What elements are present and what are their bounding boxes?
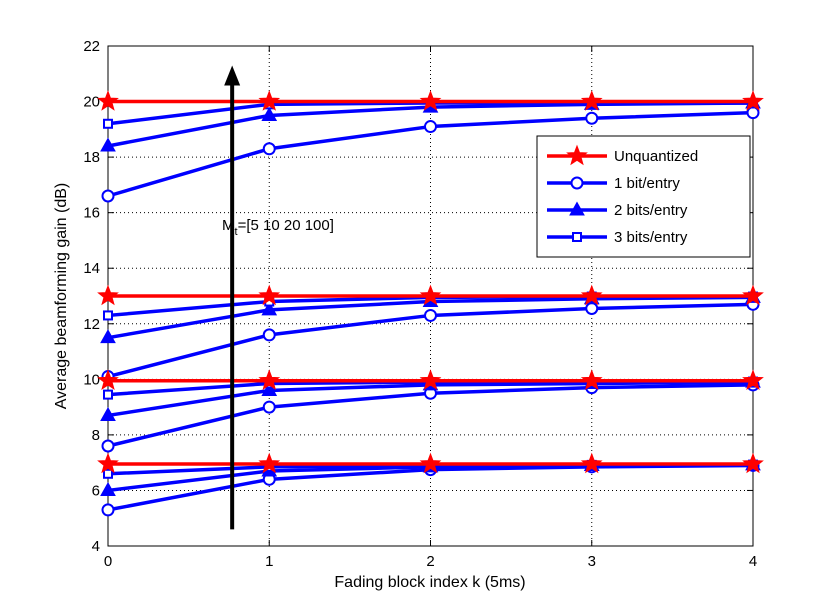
data-point-unquantized-mt100 — [97, 90, 119, 111]
legend-item: Unquantized — [547, 144, 698, 166]
data-point-unquantized-mt5 — [742, 452, 764, 474]
mt-arrow-head — [224, 65, 241, 86]
mt-annotation-main: M — [222, 217, 235, 234]
legend: Unquantized 1 bit/entry 2 bits/entry 3 bits… — [536, 135, 751, 258]
legend-marker — [570, 176, 584, 190]
data-point-unquantized-mt5 — [419, 452, 442, 474]
legend-label: 3 bits/entry — [614, 229, 688, 246]
data-point-unquantized-mt10 — [258, 369, 281, 390]
data-point-unquantized-mt5 — [580, 452, 603, 474]
data-point-unquantized-mt5 — [258, 452, 281, 474]
data-point-1-bit-entry-mt100 — [262, 142, 276, 156]
data-point-unquantized-mt5 — [97, 452, 119, 474]
legend-label: 1 bit/entry — [614, 175, 680, 192]
data-point-2-bits-entry-mt10 — [100, 406, 116, 421]
data-point-1-bit-entry-mt100 — [424, 120, 437, 134]
mt-annotation-label: Mt=[5 10 20 100] — [222, 217, 334, 238]
y-tick-label: 22 — [83, 38, 100, 55]
data-point-1-bit-entry-mt10 — [101, 439, 115, 453]
data-point-unquantized-mt10 — [97, 369, 119, 390]
data-point-3-bits-entry-mt5 — [103, 468, 113, 479]
legend-item: 1 bit/entry — [547, 175, 680, 192]
x-tick-label: 1 — [265, 553, 273, 570]
data-series — [97, 90, 764, 517]
data-point-2-bits-entry-mt5 — [100, 481, 116, 496]
data-point-unquantized-mt100 — [258, 90, 281, 111]
legend-label: 2 bits/entry — [614, 202, 688, 219]
y-tick-label: 16 — [83, 205, 100, 222]
y-tick-label: 12 — [83, 316, 100, 333]
data-point-1-bit-entry-mt5 — [101, 503, 115, 517]
y-tick-label: 20 — [83, 94, 100, 111]
data-point-1-bit-entry-mt100 — [585, 111, 599, 125]
data-point-unquantized-mt20 — [97, 284, 119, 306]
y-tick-label: 10 — [83, 371, 100, 388]
data-point-2-bits-entry-mt20 — [261, 301, 278, 316]
data-point-2-bits-entry-mt20 — [100, 329, 116, 344]
data-point-1-bit-entry-mt10 — [262, 400, 276, 414]
legend-marker — [569, 201, 585, 216]
data-point-unquantized-mt100 — [580, 90, 603, 111]
mt-annotation-sub: t — [235, 226, 238, 238]
y-tick-label: 14 — [83, 260, 100, 277]
legend-item: 3 bits/entry — [547, 229, 688, 246]
data-point-2-bits-entry-mt100 — [100, 137, 116, 152]
y-tick-label: 18 — [83, 149, 100, 166]
y-tick-label: 4 — [92, 538, 100, 555]
data-point-unquantized-mt10 — [419, 369, 442, 390]
x-axis-label: Fading block index k (5ms) — [334, 574, 525, 591]
mt-annotation: Mt=[5 10 20 100] — [222, 65, 334, 530]
data-point-3-bits-entry-mt20 — [103, 310, 113, 321]
data-point-unquantized-mt20 — [742, 284, 764, 306]
mt-annotation-rest: =[5 10 20 100] — [238, 217, 334, 234]
data-point-3-bits-entry-mt100 — [103, 118, 113, 129]
data-point-unquantized-mt20 — [419, 284, 442, 306]
y-axis-label: Average beamforming gain (dB) — [53, 183, 70, 410]
x-tick-label: 2 — [426, 553, 434, 570]
data-point-1-bit-entry-mt100 — [101, 189, 115, 203]
x-tick-label: 4 — [749, 553, 757, 570]
data-point-unquantized-mt10 — [742, 369, 764, 390]
data-point-2-bits-entry-mt10 — [261, 381, 278, 396]
data-point-1-bit-entry-mt20 — [585, 302, 599, 315]
legend-marker — [566, 144, 588, 166]
y-tick-label: 8 — [92, 427, 100, 444]
data-point-unquantized-mt20 — [580, 284, 603, 306]
data-point-unquantized-mt10 — [580, 369, 603, 390]
x-tick-label: 3 — [588, 553, 596, 570]
data-point-2-bits-entry-mt100 — [261, 106, 278, 121]
y-tick-label: 6 — [92, 482, 100, 499]
legend-label: Unquantized — [614, 148, 698, 165]
data-point-1-bit-entry-mt20 — [424, 308, 437, 322]
data-point-unquantized-mt100 — [419, 90, 442, 111]
data-point-unquantized-mt100 — [742, 90, 764, 111]
data-point-1-bit-entry-mt20 — [262, 328, 276, 342]
legend-item: 2 bits/entry — [547, 201, 688, 219]
data-point-3-bits-entry-mt10 — [103, 389, 113, 400]
x-tick-label: 0 — [104, 553, 112, 570]
data-point-unquantized-mt20 — [258, 284, 281, 306]
legend-marker — [572, 232, 582, 242]
